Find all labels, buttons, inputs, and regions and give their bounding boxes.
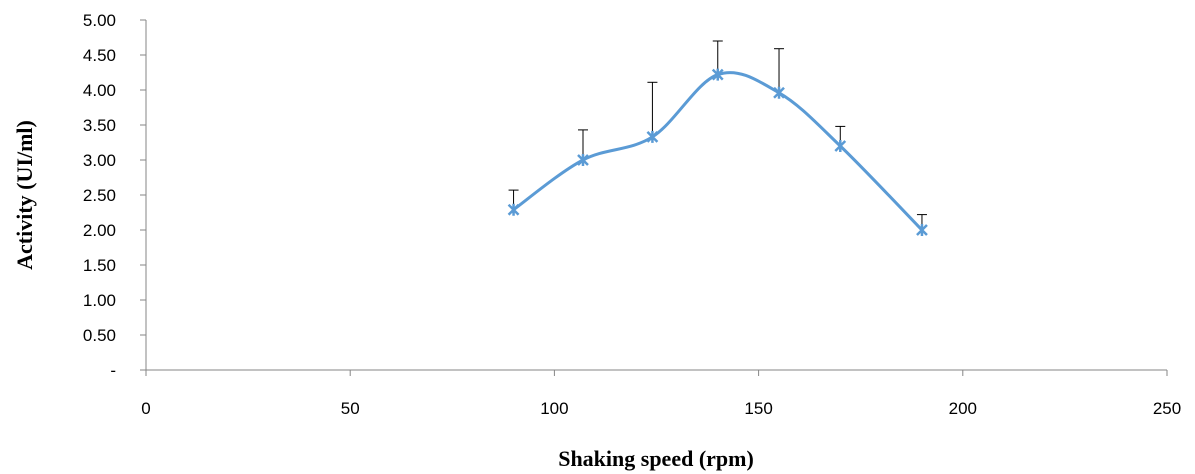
y-axis-title: Activity (UI/ml) — [12, 120, 37, 270]
x-tick-label: 100 — [540, 399, 568, 418]
error-bar — [774, 48, 785, 93]
y-tick-label: 4.50 — [83, 46, 116, 65]
data-point-marker — [834, 140, 847, 152]
error-bars — [508, 40, 927, 230]
x-axis-title: Shaking speed (rpm) — [558, 446, 754, 471]
data-point-marker — [507, 203, 520, 216]
data-point-marker — [773, 86, 785, 99]
error-bar — [647, 81, 658, 137]
x-tick-label: 0 — [141, 399, 150, 418]
y-tick-label: 1.00 — [83, 291, 116, 310]
data-point-marker — [711, 68, 724, 81]
y-tick-label: 2.50 — [83, 186, 116, 205]
y-tick-label: 5.00 — [83, 11, 116, 30]
y-tick-label: 2.00 — [83, 221, 116, 240]
y-tick-label: 0.50 — [83, 326, 116, 345]
x-tick-label: 50 — [341, 399, 360, 418]
tick-labels: - 0.50 1.00 1.50 2.00 2.50 3.00 3.50 4.00 4.50 5.0… — [83, 11, 1181, 418]
axes — [140, 19, 1168, 376]
data-point-marker — [646, 130, 659, 143]
data-markers — [507, 68, 928, 236]
series-line — [512, 71, 924, 232]
x-tick-label: 200 — [949, 399, 977, 418]
y-tick-label: 3.50 — [83, 116, 116, 135]
y-tick-label: - — [110, 361, 116, 380]
y-tick-label: 1.50 — [83, 256, 116, 275]
x-tick-label: 250 — [1153, 399, 1181, 418]
data-point-marker — [916, 224, 928, 236]
data-point-marker — [577, 154, 589, 166]
y-tick-label: 3.00 — [83, 151, 116, 170]
y-tick-label: 4.00 — [83, 81, 116, 100]
x-tick-label: 150 — [744, 399, 772, 418]
